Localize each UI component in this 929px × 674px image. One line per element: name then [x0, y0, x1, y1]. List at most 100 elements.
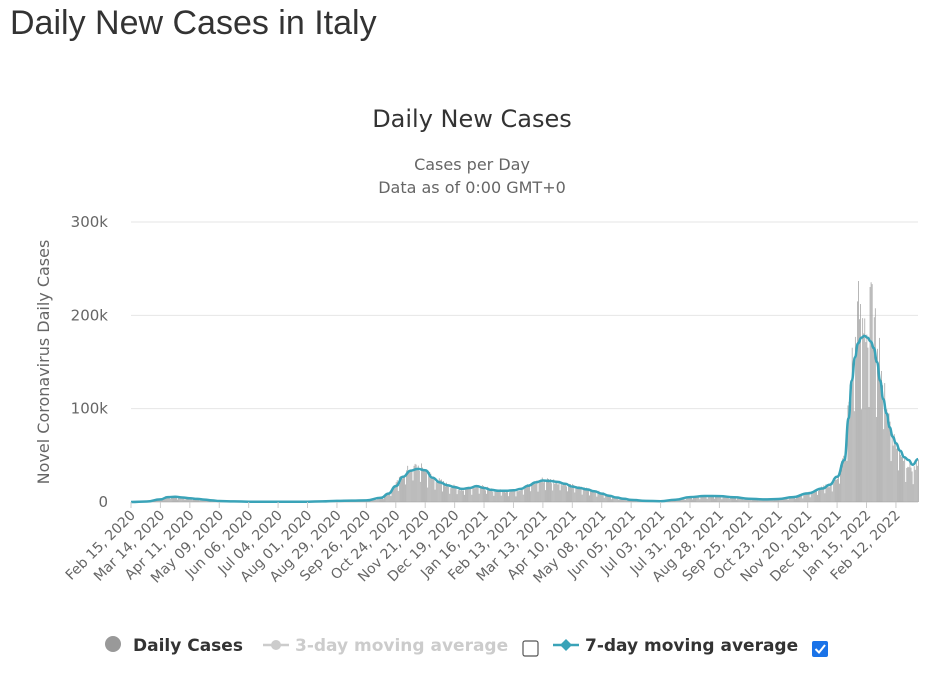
- daily-cases-bar[interactable]: [378, 497, 380, 502]
- daily-cases-bar[interactable]: [426, 470, 428, 502]
- daily-cases-bar[interactable]: [393, 487, 395, 502]
- daily-cases-bar[interactable]: [404, 476, 405, 502]
- daily-cases-bar[interactable]: [419, 481, 421, 502]
- daily-cases-bar[interactable]: [846, 460, 848, 502]
- daily-cases-bar[interactable]: [585, 487, 587, 502]
- daily-cases-bar[interactable]: [170, 496, 172, 502]
- daily-cases-bar[interactable]: [401, 477, 402, 502]
- daily-cases-bar[interactable]: [701, 496, 703, 502]
- daily-cases-bar[interactable]: [619, 497, 621, 502]
- daily-cases-bar[interactable]: [395, 482, 397, 502]
- daily-cases-bar[interactable]: [203, 499, 205, 502]
- daily-cases-bar[interactable]: [602, 492, 604, 502]
- daily-cases-bar[interactable]: [739, 497, 741, 502]
- daily-cases-bar[interactable]: [551, 483, 553, 502]
- daily-cases-bar[interactable]: [721, 499, 723, 502]
- daily-cases-bar[interactable]: [583, 487, 585, 502]
- daily-cases-bar[interactable]: [567, 491, 568, 502]
- daily-cases-bar[interactable]: [708, 496, 710, 502]
- daily-cases-bar[interactable]: [414, 463, 416, 502]
- daily-cases-bar[interactable]: [866, 334, 868, 502]
- daily-cases-bar[interactable]: [194, 498, 195, 502]
- daily-cases-bar[interactable]: [825, 484, 827, 502]
- daily-cases-bar[interactable]: [538, 480, 540, 502]
- daily-cases-bar[interactable]: [375, 499, 377, 502]
- daily-cases-bar[interactable]: [895, 448, 897, 502]
- daily-cases-bar[interactable]: [550, 479, 551, 502]
- daily-cases-bar[interactable]: [870, 282, 872, 502]
- daily-cases-bar[interactable]: [896, 445, 898, 502]
- daily-cases-bar[interactable]: [780, 500, 782, 502]
- daily-cases-bar[interactable]: [553, 479, 555, 502]
- daily-cases-bar[interactable]: [541, 477, 543, 502]
- daily-cases-bar[interactable]: [828, 487, 830, 502]
- daily-cases-bar[interactable]: [733, 496, 734, 502]
- daily-cases-bar[interactable]: [435, 482, 437, 502]
- daily-cases-bar[interactable]: [802, 498, 804, 502]
- daily-cases-bar[interactable]: [455, 486, 457, 502]
- daily-cases-bar[interactable]: [415, 464, 417, 502]
- daily-cases-bar[interactable]: [413, 465, 415, 502]
- daily-cases-bar[interactable]: [613, 495, 615, 502]
- daily-cases-bar[interactable]: [376, 497, 378, 502]
- daily-cases-bar[interactable]: [478, 493, 480, 502]
- daily-cases-bar[interactable]: [892, 445, 894, 502]
- daily-cases-bar[interactable]: [372, 499, 374, 502]
- daily-cases-bar[interactable]: [609, 496, 610, 502]
- daily-cases-bar[interactable]: [490, 489, 492, 502]
- daily-cases-bar[interactable]: [535, 483, 537, 502]
- daily-cases-bar[interactable]: [909, 460, 911, 502]
- daily-cases-bar[interactable]: [433, 477, 435, 502]
- daily-cases-bar[interactable]: [702, 496, 704, 502]
- daily-cases-bar[interactable]: [410, 469, 412, 502]
- daily-cases-bar[interactable]: [582, 488, 584, 502]
- daily-cases-bar[interactable]: [511, 490, 513, 502]
- daily-cases-bar[interactable]: [696, 496, 698, 502]
- daily-cases-bar[interactable]: [798, 496, 799, 502]
- daily-cases-bar[interactable]: [491, 488, 493, 502]
- daily-cases-bar[interactable]: [391, 488, 393, 502]
- daily-cases-bar[interactable]: [547, 478, 548, 502]
- daily-cases-bar[interactable]: [693, 497, 694, 502]
- daily-cases-bar[interactable]: [506, 491, 507, 502]
- daily-cases-bar[interactable]: [421, 463, 422, 502]
- daily-cases-bar[interactable]: [881, 370, 882, 502]
- daily-cases-bar[interactable]: [748, 498, 750, 502]
- daily-cases-bar[interactable]: [853, 411, 855, 502]
- daily-cases-bar[interactable]: [456, 494, 458, 502]
- daily-cases-bar[interactable]: [779, 498, 781, 502]
- daily-cases-bar[interactable]: [556, 482, 558, 502]
- daily-cases-bar[interactable]: [712, 495, 713, 502]
- daily-cases-bar[interactable]: [771, 499, 773, 502]
- daily-cases-bar[interactable]: [429, 471, 431, 502]
- daily-cases-bar[interactable]: [816, 489, 817, 502]
- daily-cases-bar[interactable]: [707, 495, 709, 502]
- daily-cases-bar[interactable]: [612, 495, 613, 502]
- daily-cases-bar[interactable]: [862, 318, 864, 502]
- daily-cases-bar[interactable]: [530, 491, 532, 502]
- daily-cases-bar[interactable]: [594, 492, 596, 502]
- checkbox-3-day-average[interactable]: [522, 640, 539, 657]
- daily-cases-bar[interactable]: [485, 490, 486, 502]
- daily-cases-bar[interactable]: [811, 491, 813, 502]
- daily-cases-bar[interactable]: [715, 495, 716, 502]
- seven-day-average-line[interactable]: [130, 334, 919, 504]
- daily-cases-bar[interactable]: [902, 457, 903, 502]
- daily-cases-bar[interactable]: [206, 501, 208, 502]
- daily-cases-bar[interactable]: [384, 494, 385, 502]
- daily-cases-bar[interactable]: [749, 498, 751, 502]
- daily-cases-bar[interactable]: [857, 301, 858, 502]
- daily-cases-bar[interactable]: [525, 487, 526, 502]
- daily-cases-bar[interactable]: [677, 500, 679, 502]
- daily-cases-bar[interactable]: [471, 494, 473, 502]
- daily-cases-bar[interactable]: [861, 409, 863, 502]
- daily-cases-bar[interactable]: [839, 483, 840, 502]
- daily-cases-bar[interactable]: [505, 492, 506, 502]
- daily-cases-bar[interactable]: [601, 493, 603, 502]
- daily-cases-bar[interactable]: [411, 470, 413, 502]
- daily-cases-bar[interactable]: [589, 495, 590, 502]
- daily-cases-bar[interactable]: [165, 495, 167, 502]
- daily-cases-bar[interactable]: [390, 496, 392, 502]
- daily-cases-bar[interactable]: [822, 487, 824, 502]
- daily-cases-bar[interactable]: [463, 490, 464, 502]
